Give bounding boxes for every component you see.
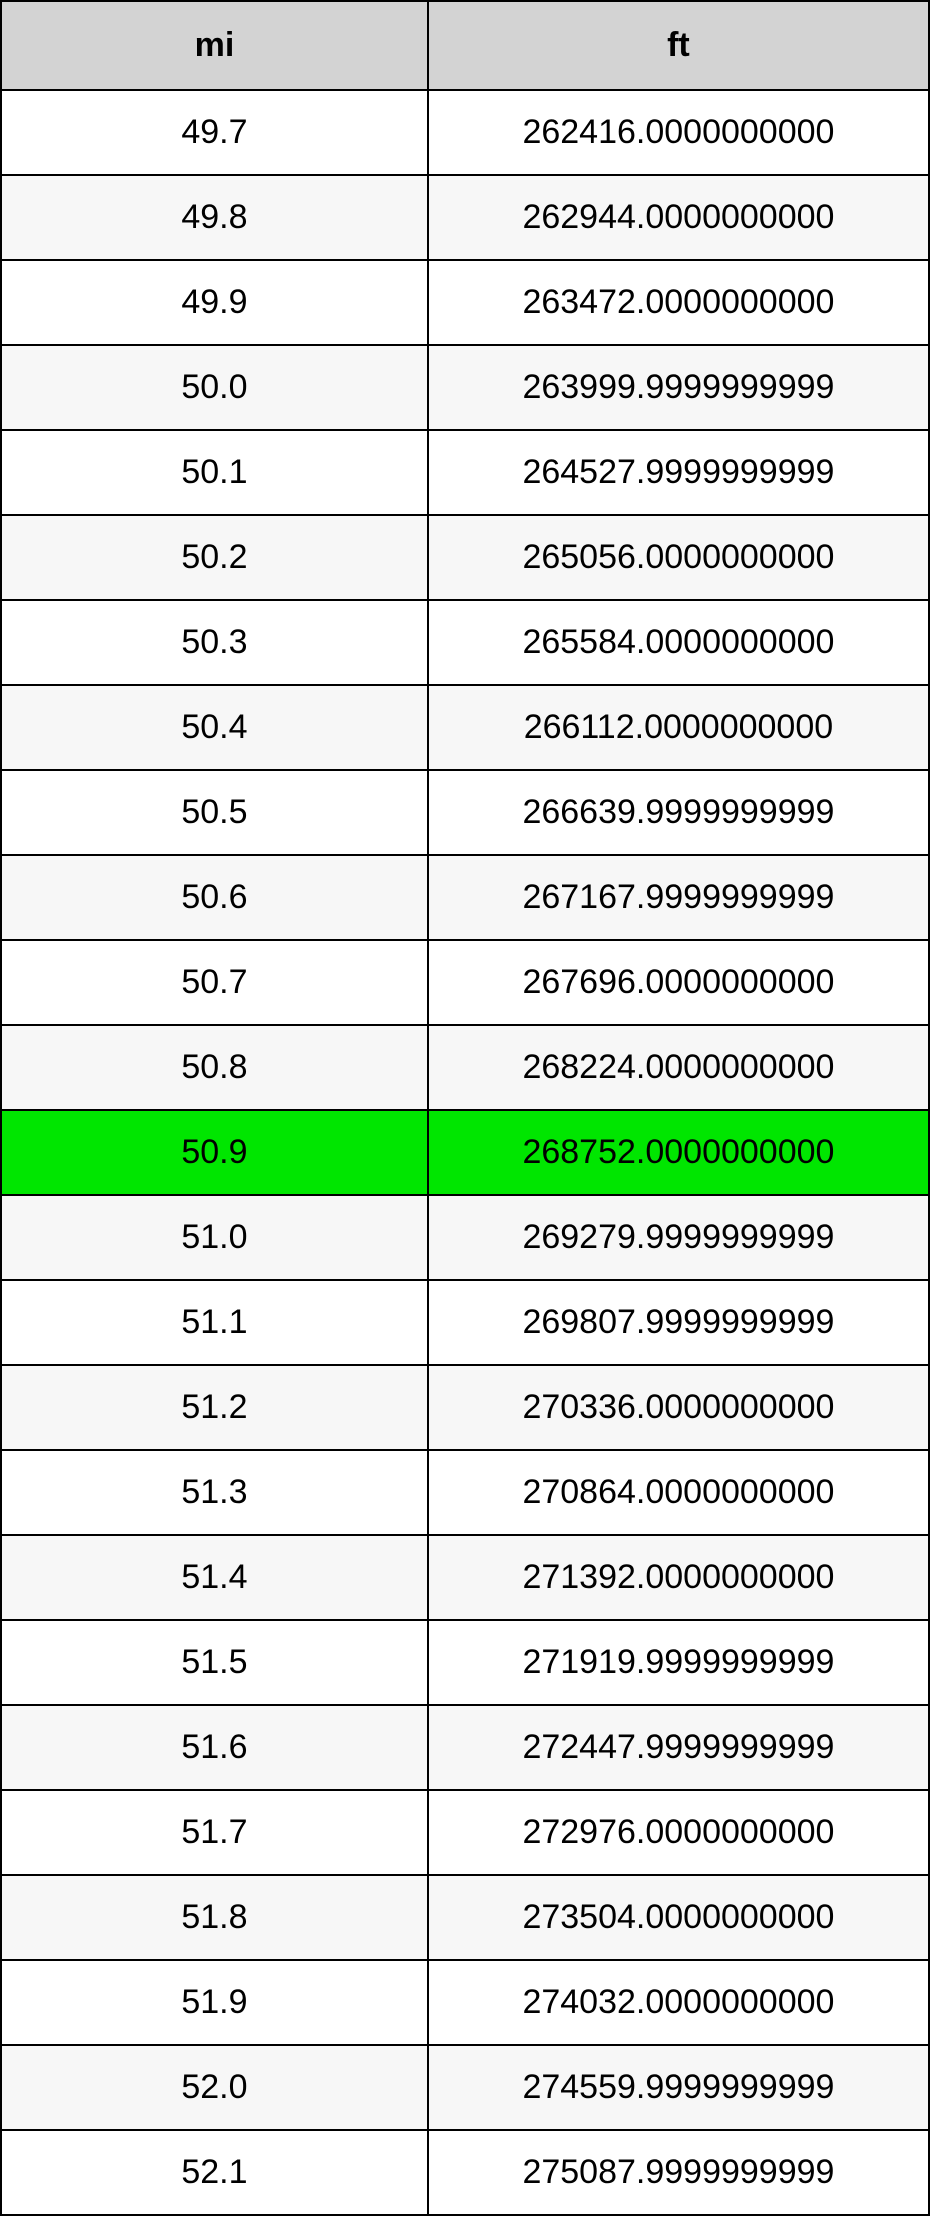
table-row: 50.3265584.0000000000	[1, 600, 929, 685]
column-header-ft: ft	[428, 1, 929, 90]
table-row: 49.7262416.0000000000	[1, 90, 929, 175]
cell-mi: 49.8	[1, 175, 428, 260]
cell-ft: 267696.0000000000	[428, 940, 929, 1025]
table-row: 51.8273504.0000000000	[1, 1875, 929, 1960]
cell-mi: 50.0	[1, 345, 428, 430]
cell-mi: 51.5	[1, 1620, 428, 1705]
cell-ft: 267167.9999999999	[428, 855, 929, 940]
cell-mi: 50.3	[1, 600, 428, 685]
table-row: 51.3270864.0000000000	[1, 1450, 929, 1535]
table-body: 49.7262416.000000000049.8262944.00000000…	[1, 90, 929, 2215]
cell-ft: 274559.9999999999	[428, 2045, 929, 2130]
cell-mi: 51.6	[1, 1705, 428, 1790]
table-row: 49.8262944.0000000000	[1, 175, 929, 260]
table-row: 51.4271392.0000000000	[1, 1535, 929, 1620]
cell-mi: 52.1	[1, 2130, 428, 2215]
table-row: 51.5271919.9999999999	[1, 1620, 929, 1705]
cell-ft: 272976.0000000000	[428, 1790, 929, 1875]
cell-ft: 274032.0000000000	[428, 1960, 929, 2045]
table-row: 52.0274559.9999999999	[1, 2045, 929, 2130]
cell-ft: 263472.0000000000	[428, 260, 929, 345]
cell-ft: 275087.9999999999	[428, 2130, 929, 2215]
cell-ft: 265584.0000000000	[428, 600, 929, 685]
table-row: 50.0263999.9999999999	[1, 345, 929, 430]
cell-ft: 271392.0000000000	[428, 1535, 929, 1620]
cell-ft: 266639.9999999999	[428, 770, 929, 855]
cell-mi: 52.0	[1, 2045, 428, 2130]
cell-ft: 268224.0000000000	[428, 1025, 929, 1110]
cell-mi: 49.9	[1, 260, 428, 345]
cell-mi: 50.5	[1, 770, 428, 855]
cell-mi: 51.9	[1, 1960, 428, 2045]
cell-ft: 263999.9999999999	[428, 345, 929, 430]
cell-ft: 269807.9999999999	[428, 1280, 929, 1365]
table-row: 50.4266112.0000000000	[1, 685, 929, 770]
cell-ft: 270864.0000000000	[428, 1450, 929, 1535]
cell-ft: 269279.9999999999	[428, 1195, 929, 1280]
table-row: 50.6267167.9999999999	[1, 855, 929, 940]
cell-mi: 50.8	[1, 1025, 428, 1110]
table-row: 50.5266639.9999999999	[1, 770, 929, 855]
cell-ft: 271919.9999999999	[428, 1620, 929, 1705]
table-row: 50.1264527.9999999999	[1, 430, 929, 515]
table-header: mi ft	[1, 1, 929, 90]
table-row: 51.6272447.9999999999	[1, 1705, 929, 1790]
cell-ft: 266112.0000000000	[428, 685, 929, 770]
cell-mi: 50.1	[1, 430, 428, 515]
table-row: 52.1275087.9999999999	[1, 2130, 929, 2215]
table-row: 50.2265056.0000000000	[1, 515, 929, 600]
table-row: 50.9268752.0000000000	[1, 1110, 929, 1195]
cell-mi: 49.7	[1, 90, 428, 175]
cell-ft: 268752.0000000000	[428, 1110, 929, 1195]
cell-ft: 270336.0000000000	[428, 1365, 929, 1450]
table-row: 51.7272976.0000000000	[1, 1790, 929, 1875]
table-row: 49.9263472.0000000000	[1, 260, 929, 345]
cell-mi: 51.2	[1, 1365, 428, 1450]
column-header-mi: mi	[1, 1, 428, 90]
cell-mi: 50.2	[1, 515, 428, 600]
table-row: 50.7267696.0000000000	[1, 940, 929, 1025]
cell-ft: 273504.0000000000	[428, 1875, 929, 1960]
table-row: 51.1269807.9999999999	[1, 1280, 929, 1365]
cell-mi: 51.7	[1, 1790, 428, 1875]
cell-mi: 51.8	[1, 1875, 428, 1960]
cell-ft: 272447.9999999999	[428, 1705, 929, 1790]
table-row: 51.9274032.0000000000	[1, 1960, 929, 2045]
cell-mi: 51.4	[1, 1535, 428, 1620]
table-row: 50.8268224.0000000000	[1, 1025, 929, 1110]
cell-ft: 265056.0000000000	[428, 515, 929, 600]
cell-ft: 264527.9999999999	[428, 430, 929, 515]
conversion-table-container: mi ft 49.7262416.000000000049.8262944.00…	[0, 0, 930, 2216]
table-header-row: mi ft	[1, 1, 929, 90]
cell-mi: 51.0	[1, 1195, 428, 1280]
cell-ft: 262944.0000000000	[428, 175, 929, 260]
table-row: 51.0269279.9999999999	[1, 1195, 929, 1280]
cell-mi: 50.4	[1, 685, 428, 770]
conversion-table: mi ft 49.7262416.000000000049.8262944.00…	[0, 0, 930, 2216]
cell-mi: 51.1	[1, 1280, 428, 1365]
cell-mi: 50.9	[1, 1110, 428, 1195]
cell-mi: 50.7	[1, 940, 428, 1025]
cell-mi: 51.3	[1, 1450, 428, 1535]
cell-ft: 262416.0000000000	[428, 90, 929, 175]
cell-mi: 50.6	[1, 855, 428, 940]
table-row: 51.2270336.0000000000	[1, 1365, 929, 1450]
